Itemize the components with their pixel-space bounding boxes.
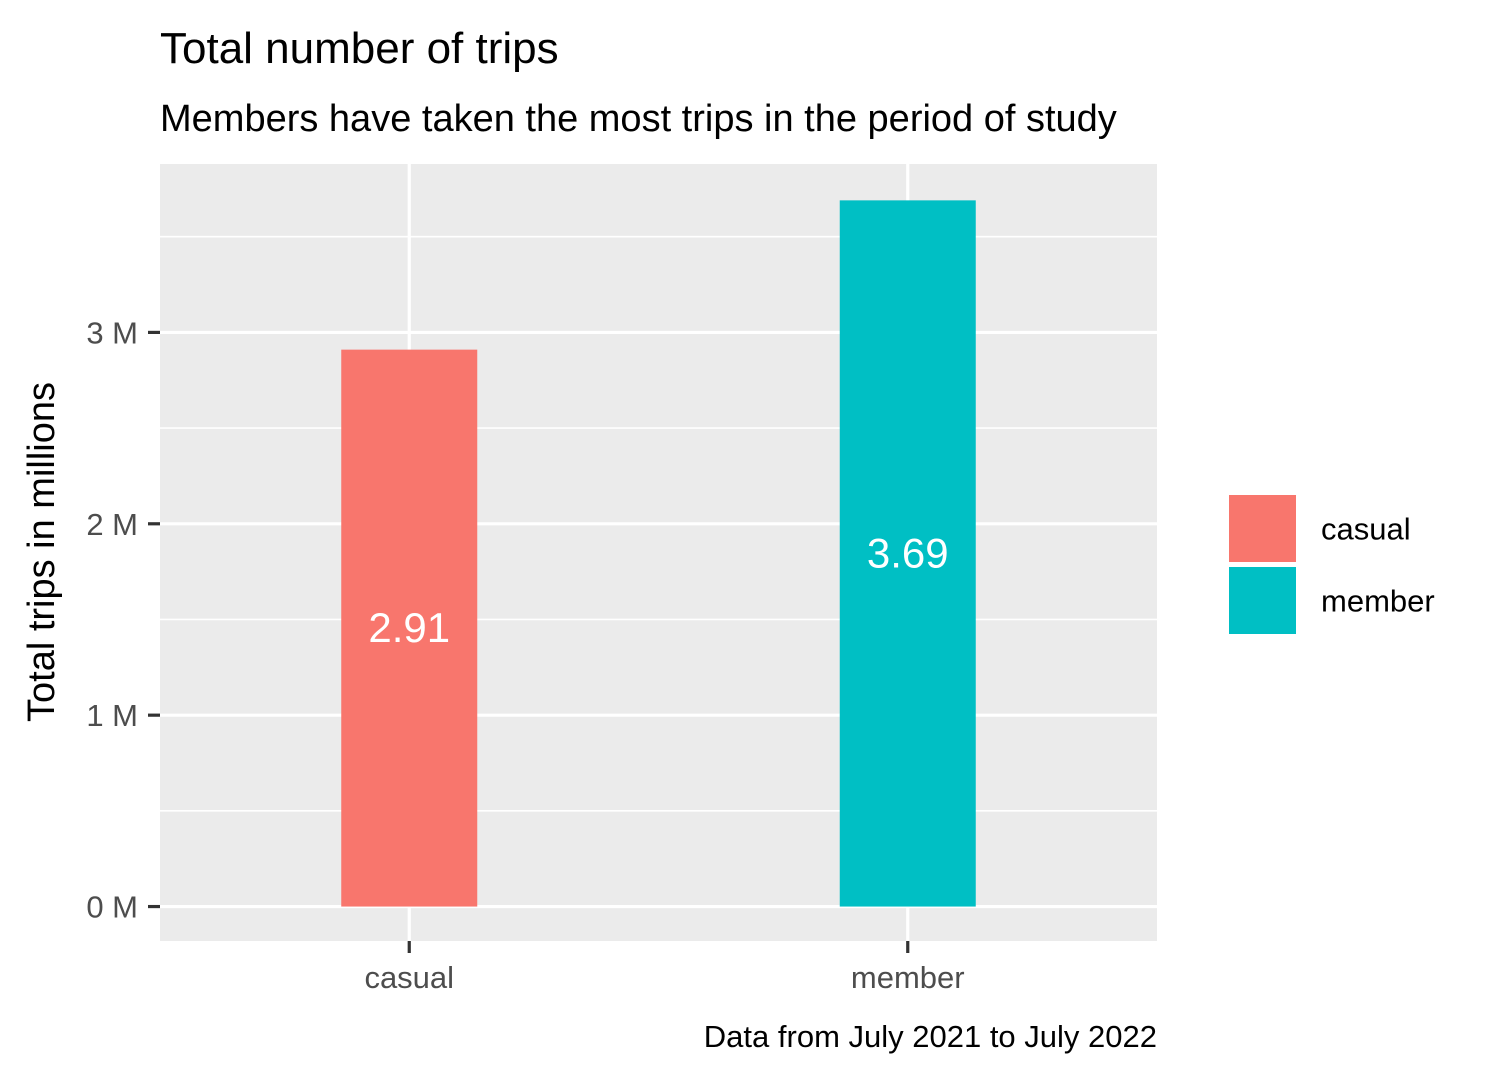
y-axis: 0 M 1 M 2 M 3 M	[86, 315, 160, 925]
legend-key-member	[1227, 565, 1298, 636]
legend-label-member: member	[1321, 584, 1435, 619]
chart-caption: Data from July 2021 to July 2022	[704, 1019, 1157, 1054]
x-axis: casual member	[364, 941, 965, 995]
plot-panel	[160, 164, 1157, 941]
y-tick-label: 0 M	[86, 890, 138, 925]
legend-key-casual	[1227, 493, 1298, 564]
data-label-member: 3.69	[867, 529, 949, 576]
chart-subtitle: Members have taken the most trips in the…	[160, 98, 1117, 140]
y-tick-label: 1 M	[86, 698, 138, 733]
y-tick-label: 3 M	[86, 315, 138, 350]
bar-data-labels: 2.91 3.69	[368, 529, 948, 651]
y-axis-title: Total trips in millions	[21, 382, 63, 722]
y-tick-label: 2 M	[86, 507, 138, 542]
bar-casual	[341, 349, 478, 907]
minor-gridlines	[160, 235, 1157, 812]
chart-title: Total number of trips	[160, 24, 559, 73]
bars	[341, 200, 976, 907]
x-tick-label: casual	[364, 960, 454, 995]
legend-label-casual: casual	[1321, 512, 1411, 547]
data-label-casual: 2.91	[368, 604, 450, 651]
legend: casual member	[1227, 493, 1435, 636]
bar-member	[839, 200, 976, 907]
x-tick-label: member	[851, 960, 965, 995]
